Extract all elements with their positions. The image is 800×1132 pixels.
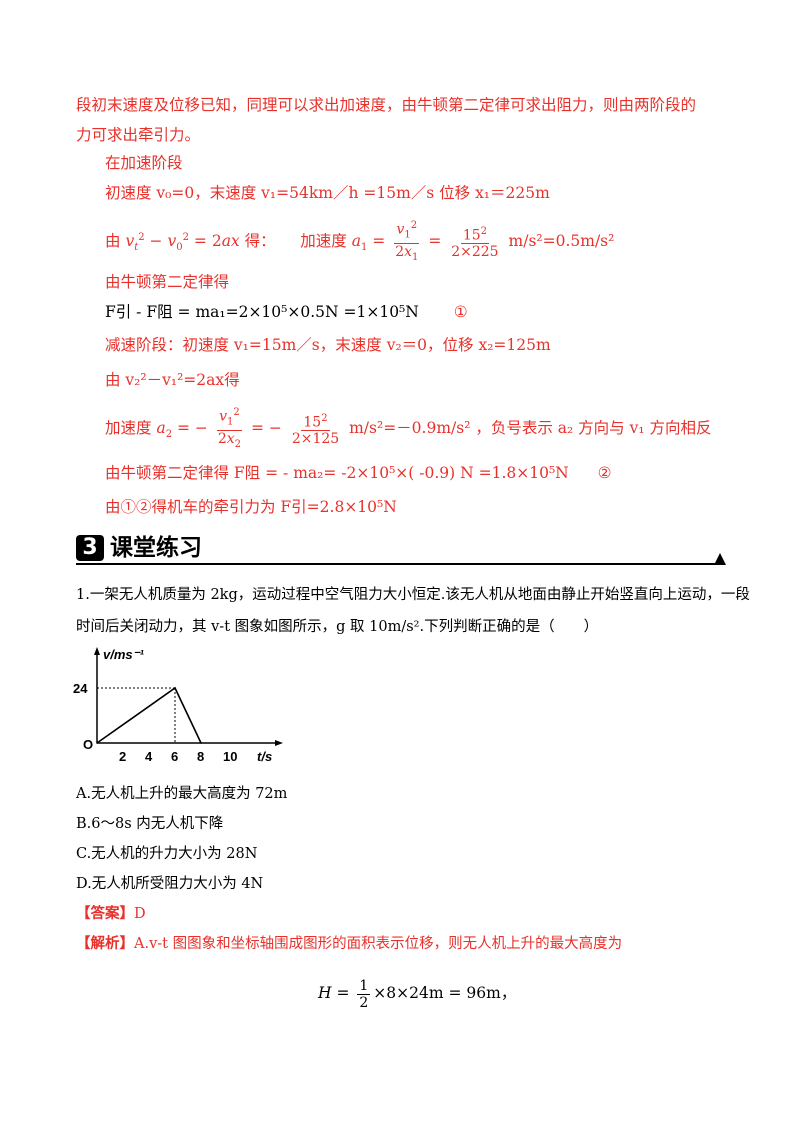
origin-label: O <box>83 737 93 752</box>
section-title: 课堂练习 <box>110 535 202 561</box>
y-tick-label: 24 <box>73 681 88 696</box>
accel-label: 加速度 <box>300 232 347 251</box>
newton1-heading: 由牛顿第二定律得 <box>105 273 230 291</box>
decel-text: 减速阶段：初速度 v₁=15m／s，末速度 v₂＝0，位移 x₂=125m <box>105 336 551 354</box>
newton2-row: 由牛顿第二定律得 F阻 = - ma₂= -2×10⁵×( -0.9) N =1… <box>105 463 612 483</box>
answer-row: 【答案】D <box>76 904 146 924</box>
section-rule <box>76 563 716 565</box>
newton1-equation: F引 - F阻 = ma₁=2×10⁵×0.5N =1×10⁵N <box>105 303 419 321</box>
newton2-equation: 由牛顿第二定律得 F阻 = - ma₂= -2×10⁵×( -0.9) N =1… <box>105 464 569 482</box>
newton1-marker: ① <box>453 303 468 321</box>
accel-formula-suffix: 得： <box>244 232 276 251</box>
x-axis-arrow <box>275 740 283 746</box>
section-header: 3 课堂练习 <box>76 533 726 565</box>
option-d: D.无人机所受阻力大小为 4N <box>76 876 264 892</box>
section-number-badge: 3 <box>76 535 104 561</box>
answer-value: D <box>134 906 146 922</box>
x-tick-label: 10 <box>223 749 237 764</box>
intro-line-2: 力可求出牵引力。 <box>76 126 201 144</box>
option-a: A.无人机上升的最大高度为 72m <box>76 786 288 802</box>
analysis-formula-left: H = <box>318 984 350 1002</box>
decel-accel-label: 加速度 <box>105 419 152 438</box>
answer-tag: 【答案】 <box>76 905 134 922</box>
decel-formula: 由 v₂²－v₁²=2ax得 <box>105 371 240 389</box>
conclusion: 由①②得机车的牵引力为 F引=2.8×10⁵N <box>105 498 397 516</box>
x-tick-label: 4 <box>145 749 153 764</box>
x-tick-label: 2 <box>119 749 126 764</box>
vt-series-line <box>96 686 202 744</box>
x-tick-label: 8 <box>197 749 204 764</box>
y-axis-arrow <box>94 647 100 655</box>
x-axis-label: t/s <box>257 749 272 764</box>
option-c: C.无人机的升力大小为 28N <box>76 846 258 862</box>
vt-data-point <box>174 687 176 689</box>
intro-line-1: 段初末速度及位移已知，同理可以求出加速度，由牛顿第二定律可求出阻力，则由两阶段的 <box>76 96 697 114</box>
question-line-1: 1.一架无人机质量为 2kg，运动过程中空气阻力大小恒定.该无人机从地面由静止开… <box>76 587 750 603</box>
analysis-tag: 【解析】 <box>76 935 134 952</box>
question-line-2: 时间后关闭动力，其 v-t 图象如图所示，g 取 10m/s².下列判断正确的是… <box>76 619 599 635</box>
decel-result: m/s²=－0.9m/s² <box>349 419 471 438</box>
accel-heading: 在加速阶段 <box>105 154 183 172</box>
accel-result: m/s²=0.5m/s² <box>508 232 615 251</box>
vt-data-point <box>96 742 98 744</box>
analysis-formula-right: ×8×24m = 96m， <box>373 984 517 1002</box>
decel-accel: 加速度 a2 = − v12 2x2 = − 152 2×125 m/s²=－0.9… <box>105 407 712 451</box>
newton2-marker: ② <box>597 464 612 482</box>
vt-data-point <box>200 742 202 744</box>
accel-formula-prefix: 由 <box>105 232 121 251</box>
analysis-row: 【解析】A.v-t 图图象和坐标轴围成图形的面积表示位移，则无人机上升的最大高度… <box>76 934 622 954</box>
x-tick-label: 6 <box>171 749 178 764</box>
option-b: B.6～8s 内无人机下降 <box>76 816 224 832</box>
newton1-equation-row: F引 - F阻 = ma₁=2×10⁵×0.5N =1×10⁵N ① <box>105 302 468 322</box>
analysis-text: A.v-t 图图象和坐标轴围成图形的面积表示位移，则无人机上升的最大高度为 <box>134 936 623 952</box>
accel-initial: 初速度 v₀=0，末速度 v₁=54km／h =15m／s 位移 x₁＝225m <box>105 184 550 202</box>
y-axis-label: v/ms⁻¹ <box>103 647 144 662</box>
triangle-icon <box>714 553 726 565</box>
analysis-formula: H = 1 2 ×8×24m = 96m， <box>318 977 517 1011</box>
accel-formula: 由 vt2 − v02 = 2ax 得： 加速度 a1 = v12 2x1 = 1… <box>105 220 615 264</box>
decel-note: ，负号表示 a₂ 方向与 v₁ 方向相反 <box>475 419 712 438</box>
